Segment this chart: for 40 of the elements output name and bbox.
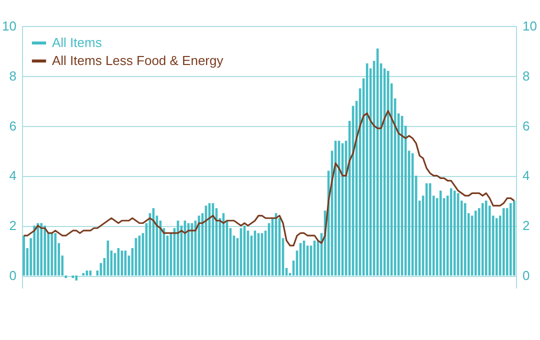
bar (474, 210, 477, 276)
legend-label: All Items (52, 35, 102, 50)
y-tick-label: 4 (9, 168, 16, 184)
bar (82, 273, 85, 276)
bar (54, 233, 56, 276)
y2-tick-label: 4 (522, 168, 530, 184)
bar (72, 276, 74, 278)
bar (482, 203, 484, 276)
legend-label: All Items Less Food & Energy (52, 53, 224, 68)
line-series (23, 110, 515, 246)
bar (50, 233, 53, 276)
y-tick-label: 0 (9, 268, 16, 284)
bar (64, 276, 68, 278)
bar (464, 203, 466, 276)
y-tick-label: 8 (9, 68, 16, 84)
bar (485, 200, 488, 276)
bar (496, 218, 498, 276)
y2-tick-label: 10 (522, 18, 537, 34)
bar (36, 223, 39, 276)
y2-tick-label: 6 (522, 118, 530, 134)
bar (453, 190, 456, 276)
bar (22, 236, 25, 276)
bar (75, 276, 78, 281)
bar (513, 200, 516, 276)
bar (86, 270, 88, 276)
y2-tick-label: 2 (522, 218, 530, 234)
bar (510, 203, 512, 276)
bar (439, 190, 442, 276)
bar (89, 270, 92, 276)
bar (450, 188, 452, 276)
y-tick-label: 10 (2, 18, 16, 34)
bar (502, 208, 505, 276)
bar (33, 226, 36, 276)
bar (40, 223, 42, 276)
y2-tick-label: 8 (522, 68, 530, 84)
y2-tick-label: 0 (522, 268, 530, 284)
bar (44, 226, 46, 276)
bar (456, 193, 460, 276)
y-tick-label: 6 (9, 118, 16, 134)
y-tick-label: 2 (9, 218, 16, 234)
